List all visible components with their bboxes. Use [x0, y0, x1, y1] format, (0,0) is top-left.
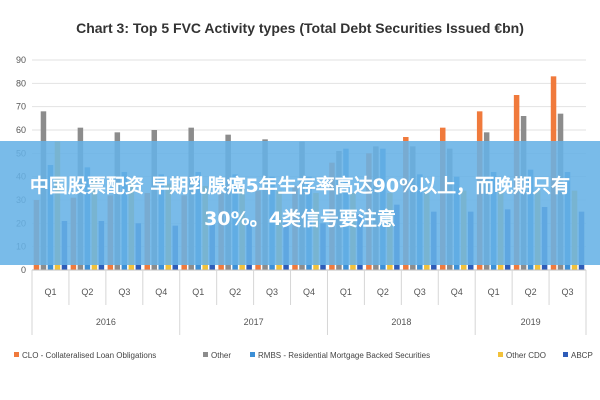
x-tick-label: Q2 — [229, 287, 241, 297]
legend-swatch-rmbs — [250, 352, 255, 357]
x-tick-label: Q1 — [192, 287, 204, 297]
x-tick-label: Q3 — [118, 287, 130, 297]
legend-label: RMBS - Residential Mortgage Backed Secur… — [258, 351, 430, 360]
x-tick-label: Q1 — [340, 287, 352, 297]
overlay-banner[interactable]: 中国股票配资 早期乳腺癌5年生存率高达90%以上，而晚期只有30%。4类信号要注… — [0, 141, 600, 265]
legend-label: Other CDO — [506, 351, 546, 360]
y-tick-label: 0 — [21, 265, 26, 275]
x-tick-label: Q1 — [488, 287, 500, 297]
y-tick-label: 90 — [16, 55, 26, 65]
x-tick-label: Q3 — [414, 287, 426, 297]
x-tick-label: Q4 — [303, 287, 315, 297]
banner-text: 中国股票配资 早期乳腺癌5年生存率高达90%以上，而晚期只有30%。4类信号要注… — [29, 175, 571, 230]
year-label: 2017 — [244, 317, 264, 327]
legend-label: ABCP — [571, 351, 593, 360]
legend-swatch-other-cdo — [498, 352, 503, 357]
x-tick-label: Q4 — [451, 287, 463, 297]
x-tick-label: Q2 — [377, 287, 389, 297]
x-tick-label: Q4 — [155, 287, 167, 297]
x-tick-label: Q3 — [562, 287, 574, 297]
year-label: 2016 — [96, 317, 116, 327]
legend-label: CLO - Collateralised Loan Obligations — [22, 351, 156, 360]
y-tick-label: 70 — [16, 102, 26, 112]
legend-swatch-other — [203, 352, 208, 357]
legend: CLO - Collateralised Loan Obligations Oth… — [14, 351, 593, 360]
x-tick-label: Q2 — [525, 287, 537, 297]
y-tick-label: 80 — [16, 78, 26, 88]
year-label: 2019 — [521, 317, 541, 327]
year-label: 2018 — [391, 317, 411, 327]
y-tick-label: 60 — [16, 125, 26, 135]
x-tick-label: Q1 — [44, 287, 56, 297]
legend-label: Other — [211, 351, 231, 360]
x-tick-label: Q2 — [81, 287, 93, 297]
chart-title: Chart 3: Top 5 FVC Activity types (Total… — [76, 20, 524, 36]
x-axis: Q1 Q2 Q3 Q4 Q1 Q2 Q3 Q4 Q1 Q2 Q3 Q4 Q1 Q2 Q3 2016 2017 20… — [31, 269, 587, 335]
legend-swatch-clo — [14, 352, 19, 357]
x-tick-label: Q3 — [266, 287, 278, 297]
legend-swatch-abcp — [563, 352, 568, 357]
